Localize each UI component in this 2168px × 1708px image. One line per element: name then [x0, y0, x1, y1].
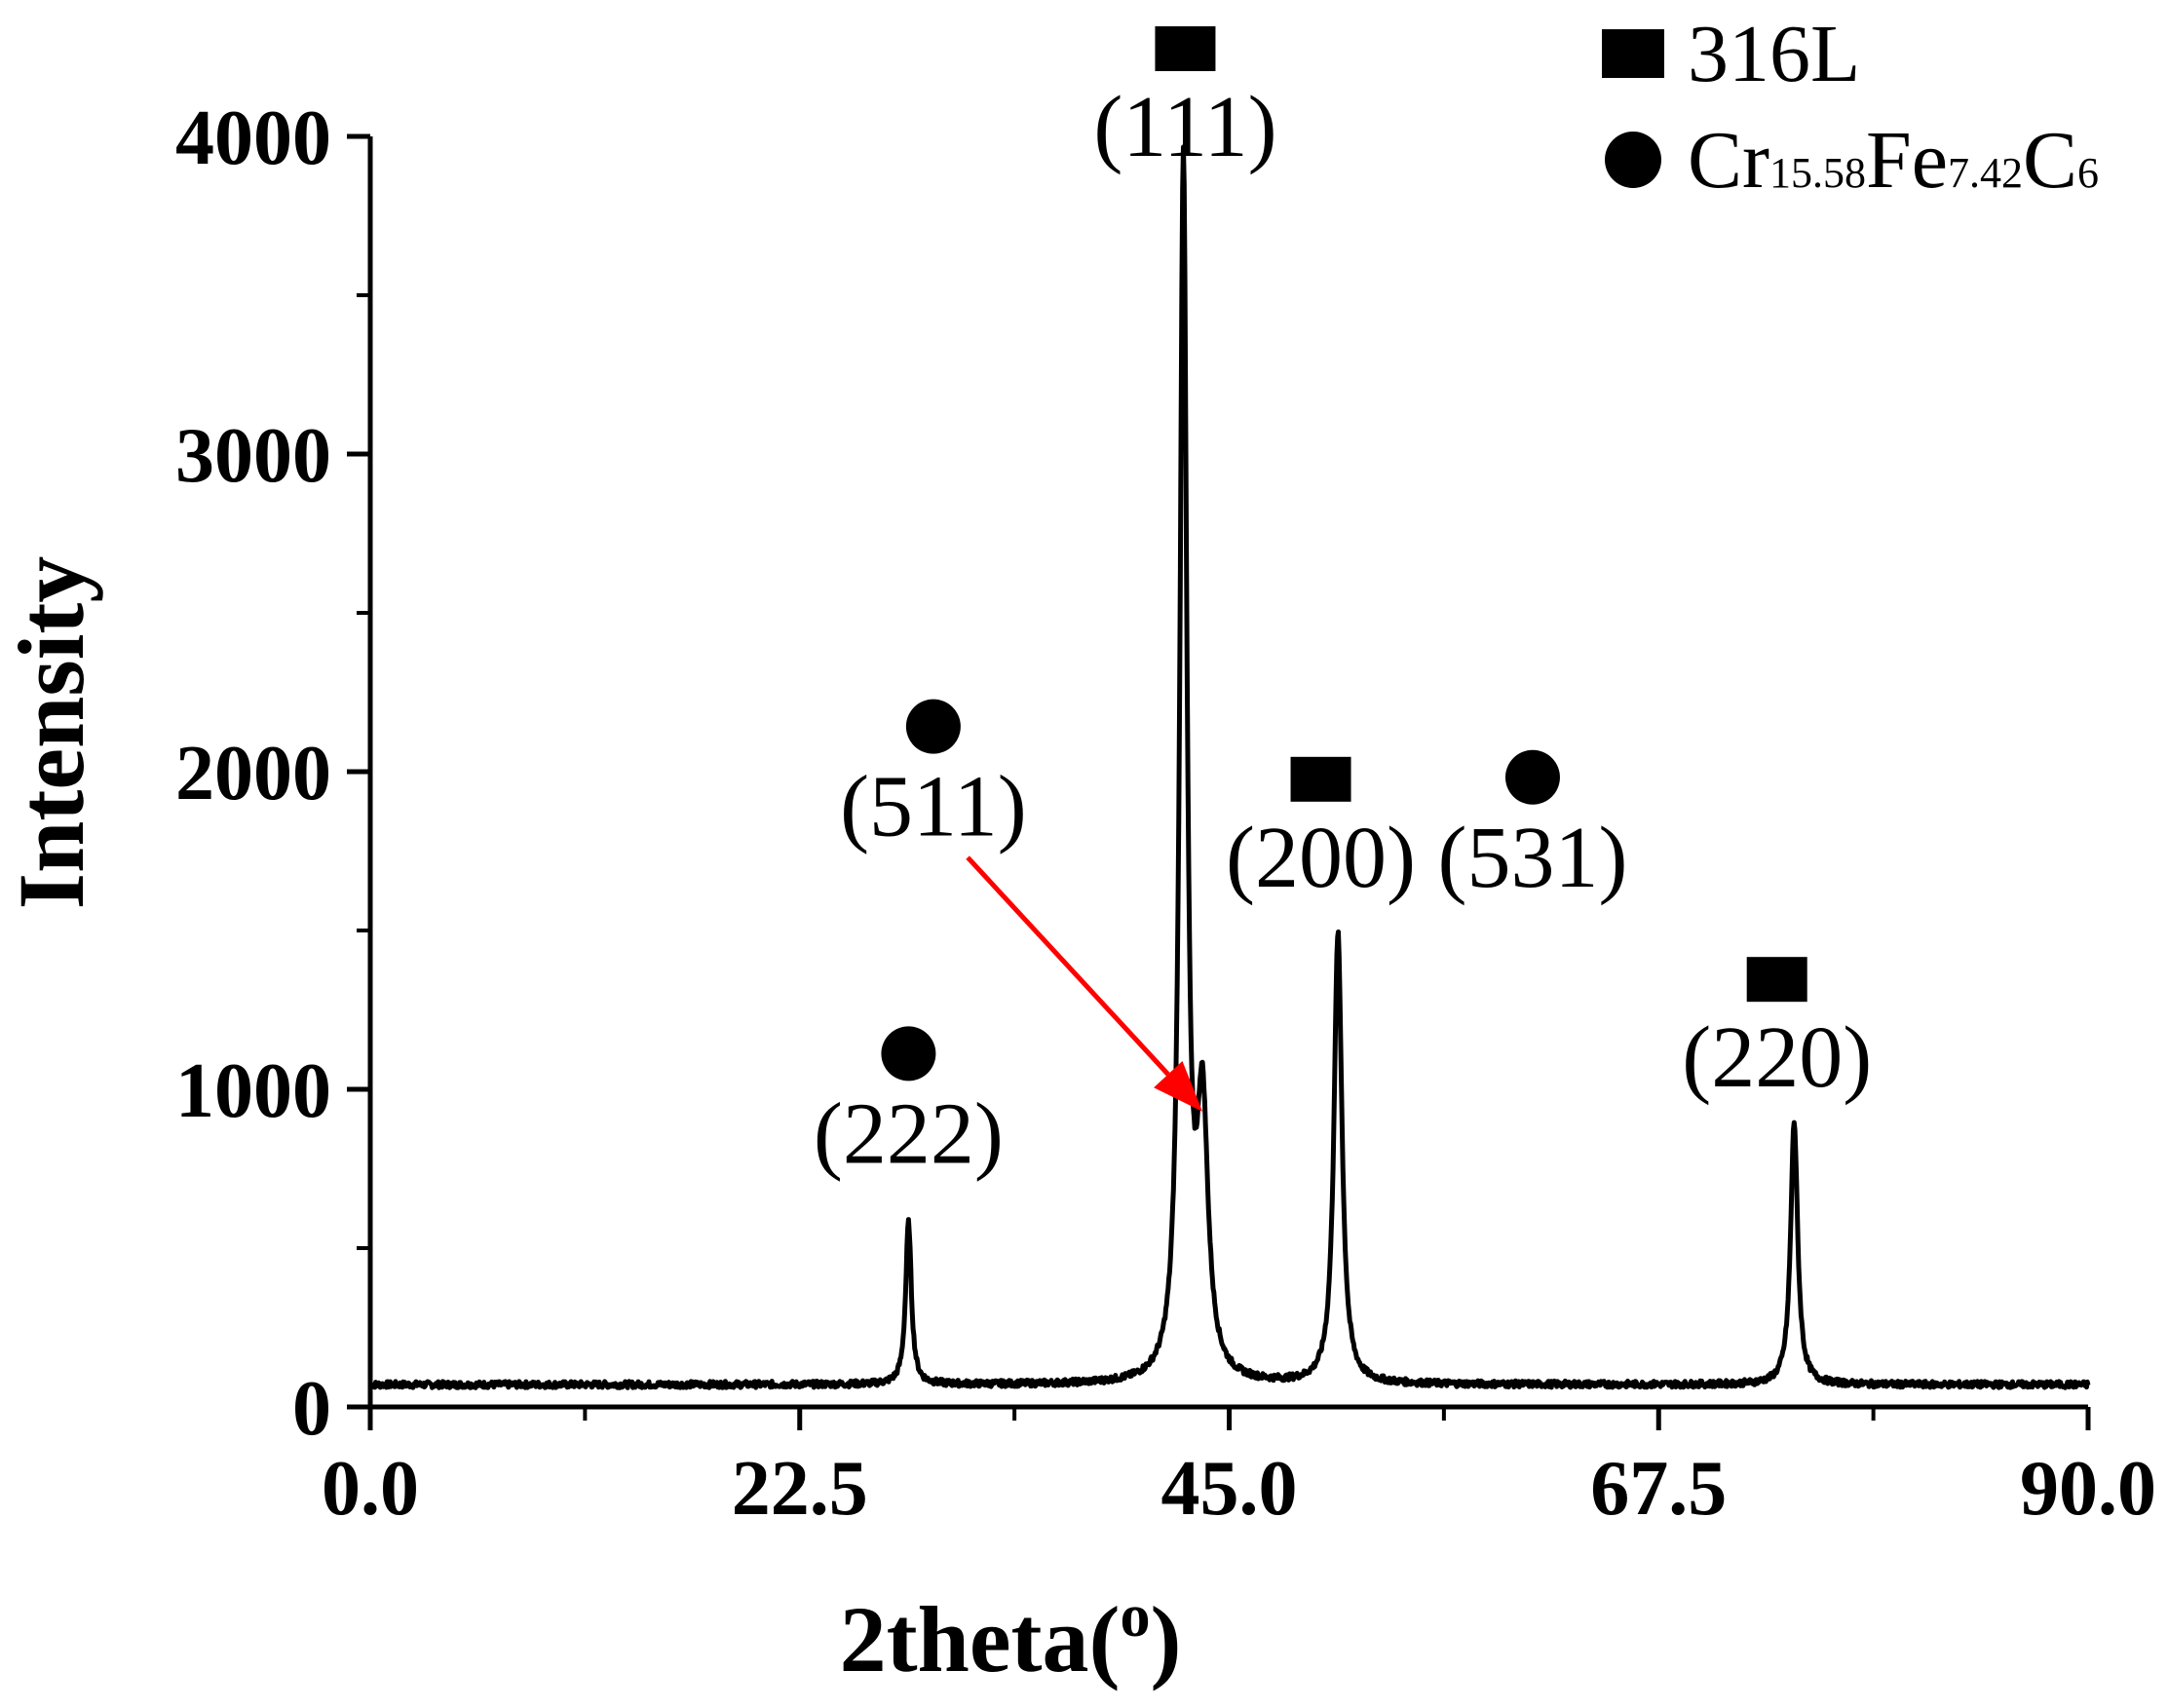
legend-label-subscript: 6	[2077, 149, 2099, 197]
xrd-pattern-line	[368, 144, 2091, 1390]
x-tick-label: 90.0	[2020, 1446, 2156, 1532]
y-tick-label: 4000	[175, 95, 331, 181]
circle-marker-icon	[1504, 749, 1560, 805]
peak-label: (220)	[1682, 1009, 1872, 1106]
square-marker-icon	[1290, 756, 1351, 802]
legend: 316L Cr15.58Fe7.42C6	[1602, 9, 2099, 206]
y-tick-label: 0	[292, 1366, 331, 1452]
legend-label-subscript: 15.58	[1769, 149, 1866, 197]
x-tick-label: 22.5	[732, 1446, 868, 1532]
x-tick-label: 0.0	[322, 1446, 419, 1532]
legend-square-icon	[1602, 29, 1664, 78]
circle-marker-icon	[881, 1026, 936, 1082]
square-marker-icon	[1746, 957, 1807, 1003]
x-axis-title: 2theta(o)	[840, 1583, 1182, 1691]
peak-label: (511)	[840, 759, 1027, 855]
legend-label-part: C	[2023, 115, 2077, 206]
x-axis-title-unit: o	[1120, 1583, 1150, 1650]
x-tick-label: 67.5	[1590, 1446, 1727, 1532]
circle-marker-icon	[905, 699, 961, 754]
red-arrow-shaft	[966, 855, 1170, 1077]
y-tick-label: 3000	[175, 413, 331, 499]
peak-label: (531)	[1437, 810, 1627, 906]
y-tick-label: 1000	[175, 1048, 331, 1134]
legend-label-part: Cr	[1688, 115, 1769, 206]
peak-label: (222)	[814, 1085, 1004, 1182]
legend-label-part: Fe	[1866, 115, 1948, 206]
annotations-group: (222) (111) (511) (200) (531) (220)	[814, 26, 1872, 1182]
legend-label-subscript: 7.42	[1948, 149, 2023, 197]
square-marker-icon	[1155, 26, 1216, 71]
x-axis-title-close: )	[1150, 1587, 1181, 1691]
series-group	[368, 144, 2091, 1390]
legend-label: 316L	[1688, 9, 1860, 99]
legend-label: Cr15.58Fe7.42C6	[1688, 115, 2099, 206]
axes: 0.0 22.5 45.0 67.5 90.0 0 1000 2000 3000 4000	[175, 95, 2156, 1532]
red-arrow-head	[1154, 1061, 1203, 1112]
peak-label: (200)	[1226, 810, 1416, 906]
x-axis-title-main: 2theta(	[840, 1587, 1121, 1691]
legend-circle-icon	[1605, 132, 1661, 188]
y-tick-label: 2000	[175, 731, 331, 816]
y-axis-title: Intensity	[0, 556, 103, 910]
x-tick-label: 45.0	[1161, 1446, 1298, 1532]
peak-label: (111)	[1093, 79, 1276, 175]
